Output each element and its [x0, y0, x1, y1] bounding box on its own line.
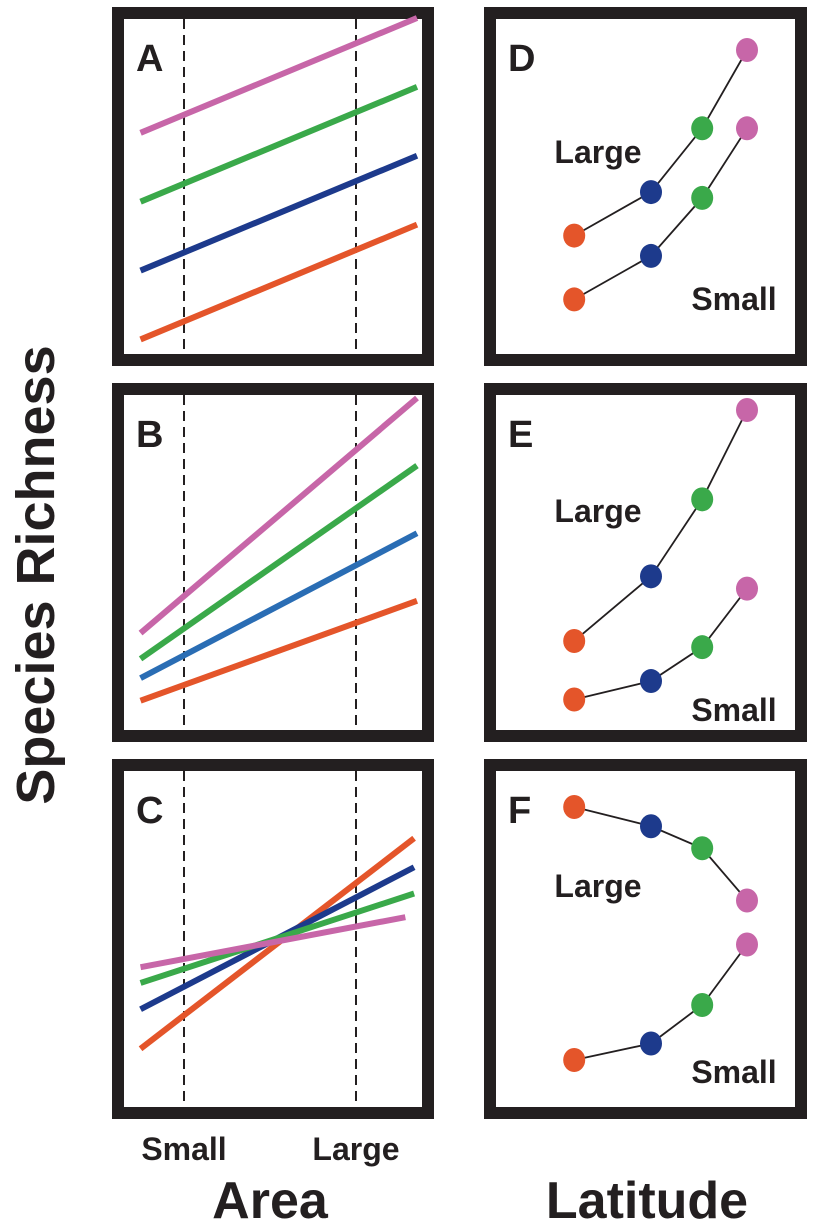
point-F-large-4	[736, 888, 758, 913]
connector-F-large	[573, 806, 748, 902]
point-E-small-4	[736, 576, 758, 601]
panel-B: B	[112, 383, 434, 742]
series-line-A-4	[139, 221, 419, 343]
group-label-F-large: Large	[554, 868, 641, 904]
panel-E: E Large Small	[484, 383, 807, 742]
group-label-D-small: Small	[691, 281, 776, 317]
panel-label-C: C	[136, 790, 163, 832]
point-D-large-4	[736, 38, 758, 62]
series-line-B-2	[138, 463, 419, 662]
x-axis-label-latitude: Latitude	[546, 1172, 748, 1224]
point-F-small-2	[640, 1031, 662, 1056]
connector-E-large	[573, 409, 748, 642]
series-line-C-3	[139, 890, 416, 986]
panel-label-E: E	[508, 414, 533, 456]
point-E-small-2	[640, 669, 662, 694]
connector-F-small	[574, 943, 748, 1061]
point-D-large-3	[691, 116, 714, 141]
point-D-small-1	[563, 287, 586, 312]
series-line-B-1	[138, 395, 419, 636]
panel-C: C	[112, 759, 434, 1119]
connector-E-small	[573, 588, 748, 701]
series-line-B-4	[139, 598, 419, 704]
point-D-large-2	[640, 180, 662, 205]
point-E-large-4	[736, 398, 758, 422]
point-F-small-3	[691, 993, 714, 1017]
panel-F: F Large Small	[484, 759, 807, 1119]
point-D-small-4	[736, 116, 758, 141]
point-D-small-2	[640, 243, 662, 268]
group-label-E-small: Small	[691, 692, 776, 728]
series-line-A-2	[139, 84, 419, 205]
point-F-large-1	[563, 795, 586, 819]
point-E-large-1	[563, 629, 586, 653]
point-E-large-2	[640, 564, 662, 589]
panels-group: A B C D Large Small E Large Small F Large Small	[112, 7, 807, 1119]
point-D-small-3	[691, 185, 714, 210]
point-F-small-1	[563, 1048, 586, 1072]
panel-label-F: F	[508, 790, 531, 832]
panel-D: D Large Small	[484, 7, 807, 366]
series-line-A-3	[139, 152, 419, 274]
area-tick-large: Large	[312, 1131, 399, 1167]
panel-label-A: A	[136, 38, 163, 80]
connector-D-small	[573, 127, 748, 301]
group-label-E-large: Large	[554, 493, 641, 529]
series-line-C-4	[139, 914, 406, 971]
point-E-small-3	[691, 635, 714, 660]
area-tick-small: Small	[141, 1131, 226, 1167]
group-label-F-small: Small	[691, 1054, 776, 1090]
point-D-large-1	[563, 223, 586, 248]
series-line-B-3	[139, 530, 419, 681]
point-F-small-4	[736, 932, 758, 957]
x-axis-label-area: Area	[212, 1172, 329, 1224]
panel-label-B: B	[136, 414, 163, 456]
connector-D-large	[573, 49, 748, 237]
y-axis-label: Species Richness	[6, 345, 66, 804]
group-label-D-large: Large	[554, 134, 641, 170]
series-line-A-1	[139, 15, 419, 136]
point-F-large-3	[691, 836, 714, 861]
point-E-large-3	[691, 487, 714, 512]
panel-frame-B	[112, 383, 434, 742]
point-F-large-2	[640, 814, 662, 839]
panel-frame-A	[112, 7, 434, 366]
panel-label-D: D	[508, 38, 535, 80]
panel-A: A	[112, 7, 434, 366]
point-E-small-1	[563, 687, 586, 712]
